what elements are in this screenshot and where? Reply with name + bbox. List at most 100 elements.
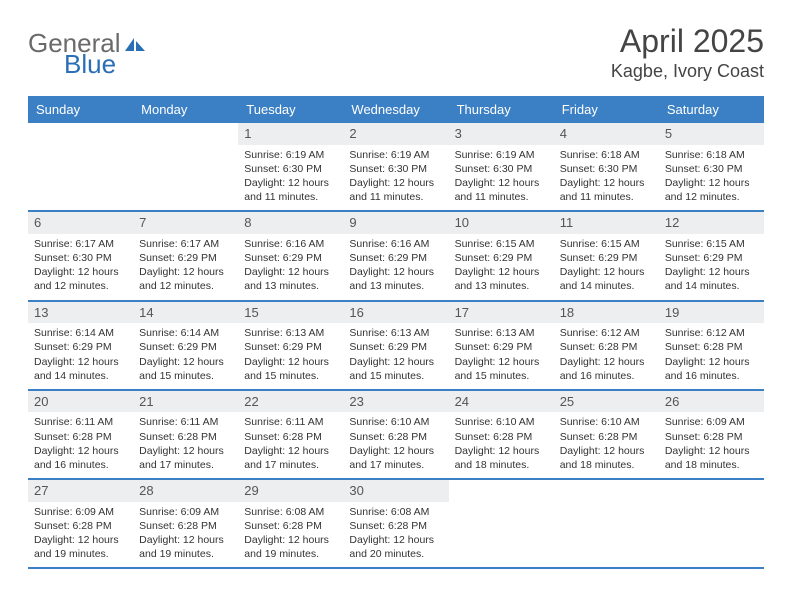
day-details: Sunrise: 6:15 AMSunset: 6:29 PMDaylight:…: [554, 234, 659, 300]
title-block: April 2025 Kagbe, Ivory Coast: [611, 24, 764, 82]
daylight-line: Daylight: 12 hours and 15 minutes.: [139, 355, 232, 383]
day-number: 29: [238, 480, 343, 502]
calendar-day-cell: 4Sunrise: 6:18 AMSunset: 6:30 PMDaylight…: [554, 123, 659, 210]
sunset-line: Sunset: 6:28 PM: [665, 430, 758, 444]
calendar-day-cell: 26Sunrise: 6:09 AMSunset: 6:28 PMDayligh…: [659, 391, 764, 478]
day-number: 3: [449, 123, 554, 145]
day-details: Sunrise: 6:19 AMSunset: 6:30 PMDaylight:…: [238, 145, 343, 211]
weekday-header: Wednesday: [343, 96, 448, 123]
calendar-empty-cell: [659, 480, 764, 567]
day-details: Sunrise: 6:10 AMSunset: 6:28 PMDaylight:…: [449, 412, 554, 478]
daylight-line: Daylight: 12 hours and 15 minutes.: [244, 355, 337, 383]
daylight-line: Daylight: 12 hours and 13 minutes.: [455, 265, 548, 293]
weekday-header-row: SundayMondayTuesdayWednesdayThursdayFrid…: [28, 96, 764, 123]
sunrise-line: Sunrise: 6:15 AM: [560, 237, 653, 251]
month-title: April 2025: [611, 24, 764, 59]
daylight-line: Daylight: 12 hours and 11 minutes.: [349, 176, 442, 204]
day-number: 18: [554, 302, 659, 324]
calendar-day-cell: 29Sunrise: 6:08 AMSunset: 6:28 PMDayligh…: [238, 480, 343, 567]
day-details: Sunrise: 6:09 AMSunset: 6:28 PMDaylight:…: [133, 502, 238, 568]
day-number: 17: [449, 302, 554, 324]
daylight-line: Daylight: 12 hours and 11 minutes.: [560, 176, 653, 204]
day-number: 8: [238, 212, 343, 234]
day-number: 6: [28, 212, 133, 234]
calendar-day-cell: 14Sunrise: 6:14 AMSunset: 6:29 PMDayligh…: [133, 302, 238, 389]
calendar-page: GeneralBlue April 2025 Kagbe, Ivory Coas…: [0, 0, 792, 593]
sunrise-line: Sunrise: 6:09 AM: [34, 505, 127, 519]
day-number: 22: [238, 391, 343, 413]
sunset-line: Sunset: 6:29 PM: [349, 340, 442, 354]
daylight-line: Daylight: 12 hours and 14 minutes.: [665, 265, 758, 293]
sunset-line: Sunset: 6:28 PM: [244, 519, 337, 533]
page-header: GeneralBlue April 2025 Kagbe, Ivory Coas…: [28, 24, 764, 82]
day-details: Sunrise: 6:13 AMSunset: 6:29 PMDaylight:…: [449, 323, 554, 389]
sunset-line: Sunset: 6:29 PM: [139, 251, 232, 265]
day-details: Sunrise: 6:15 AMSunset: 6:29 PMDaylight:…: [659, 234, 764, 300]
daylight-line: Daylight: 12 hours and 17 minutes.: [139, 444, 232, 472]
day-details: Sunrise: 6:12 AMSunset: 6:28 PMDaylight:…: [659, 323, 764, 389]
sunrise-line: Sunrise: 6:11 AM: [244, 415, 337, 429]
sunrise-line: Sunrise: 6:13 AM: [244, 326, 337, 340]
day-details: Sunrise: 6:16 AMSunset: 6:29 PMDaylight:…: [238, 234, 343, 300]
calendar-day-cell: 28Sunrise: 6:09 AMSunset: 6:28 PMDayligh…: [133, 480, 238, 567]
sunrise-line: Sunrise: 6:16 AM: [244, 237, 337, 251]
calendar-day-cell: 15Sunrise: 6:13 AMSunset: 6:29 PMDayligh…: [238, 302, 343, 389]
sunset-line: Sunset: 6:30 PM: [34, 251, 127, 265]
location-label: Kagbe, Ivory Coast: [611, 61, 764, 82]
calendar-day-cell: 16Sunrise: 6:13 AMSunset: 6:29 PMDayligh…: [343, 302, 448, 389]
sunset-line: Sunset: 6:30 PM: [244, 162, 337, 176]
daylight-line: Daylight: 12 hours and 18 minutes.: [455, 444, 548, 472]
day-number: 1: [238, 123, 343, 145]
sunrise-line: Sunrise: 6:19 AM: [455, 148, 548, 162]
day-details: Sunrise: 6:11 AMSunset: 6:28 PMDaylight:…: [28, 412, 133, 478]
day-number: 24: [449, 391, 554, 413]
daylight-line: Daylight: 12 hours and 17 minutes.: [244, 444, 337, 472]
sunrise-line: Sunrise: 6:11 AM: [34, 415, 127, 429]
day-number: 30: [343, 480, 448, 502]
sunset-line: Sunset: 6:29 PM: [455, 251, 548, 265]
daylight-line: Daylight: 12 hours and 12 minutes.: [139, 265, 232, 293]
day-details: Sunrise: 6:13 AMSunset: 6:29 PMDaylight:…: [343, 323, 448, 389]
day-number: 16: [343, 302, 448, 324]
sunset-line: Sunset: 6:28 PM: [455, 430, 548, 444]
daylight-line: Daylight: 12 hours and 17 minutes.: [349, 444, 442, 472]
weekday-header: Tuesday: [238, 96, 343, 123]
daylight-line: Daylight: 12 hours and 12 minutes.: [34, 265, 127, 293]
day-details: Sunrise: 6:17 AMSunset: 6:30 PMDaylight:…: [28, 234, 133, 300]
calendar-empty-cell: [449, 480, 554, 567]
calendar-day-cell: 23Sunrise: 6:10 AMSunset: 6:28 PMDayligh…: [343, 391, 448, 478]
day-number: 28: [133, 480, 238, 502]
sunrise-line: Sunrise: 6:17 AM: [139, 237, 232, 251]
day-number: 4: [554, 123, 659, 145]
calendar-day-cell: 25Sunrise: 6:10 AMSunset: 6:28 PMDayligh…: [554, 391, 659, 478]
sunrise-line: Sunrise: 6:08 AM: [244, 505, 337, 519]
sunset-line: Sunset: 6:28 PM: [560, 340, 653, 354]
calendar-empty-cell: [133, 123, 238, 210]
weekday-header: Friday: [554, 96, 659, 123]
day-details: Sunrise: 6:10 AMSunset: 6:28 PMDaylight:…: [554, 412, 659, 478]
calendar-day-cell: 12Sunrise: 6:15 AMSunset: 6:29 PMDayligh…: [659, 212, 764, 299]
brand-part2: Blue: [64, 49, 116, 80]
day-details: Sunrise: 6:19 AMSunset: 6:30 PMDaylight:…: [343, 145, 448, 211]
sail-icon: [123, 35, 147, 53]
daylight-line: Daylight: 12 hours and 19 minutes.: [34, 533, 127, 561]
sunrise-line: Sunrise: 6:14 AM: [139, 326, 232, 340]
day-details: Sunrise: 6:08 AMSunset: 6:28 PMDaylight:…: [238, 502, 343, 568]
calendar-day-cell: 18Sunrise: 6:12 AMSunset: 6:28 PMDayligh…: [554, 302, 659, 389]
day-number: 23: [343, 391, 448, 413]
day-details: Sunrise: 6:09 AMSunset: 6:28 PMDaylight:…: [28, 502, 133, 568]
sunset-line: Sunset: 6:28 PM: [139, 519, 232, 533]
sunset-line: Sunset: 6:29 PM: [34, 340, 127, 354]
sunrise-line: Sunrise: 6:10 AM: [455, 415, 548, 429]
sunset-line: Sunset: 6:29 PM: [665, 251, 758, 265]
calendar-day-cell: 6Sunrise: 6:17 AMSunset: 6:30 PMDaylight…: [28, 212, 133, 299]
sunset-line: Sunset: 6:28 PM: [139, 430, 232, 444]
sunset-line: Sunset: 6:29 PM: [455, 340, 548, 354]
calendar-day-cell: 1Sunrise: 6:19 AMSunset: 6:30 PMDaylight…: [238, 123, 343, 210]
sunset-line: Sunset: 6:28 PM: [244, 430, 337, 444]
day-details: Sunrise: 6:13 AMSunset: 6:29 PMDaylight:…: [238, 323, 343, 389]
calendar-empty-cell: [28, 123, 133, 210]
daylight-line: Daylight: 12 hours and 11 minutes.: [244, 176, 337, 204]
daylight-line: Daylight: 12 hours and 19 minutes.: [244, 533, 337, 561]
sunset-line: Sunset: 6:28 PM: [349, 519, 442, 533]
